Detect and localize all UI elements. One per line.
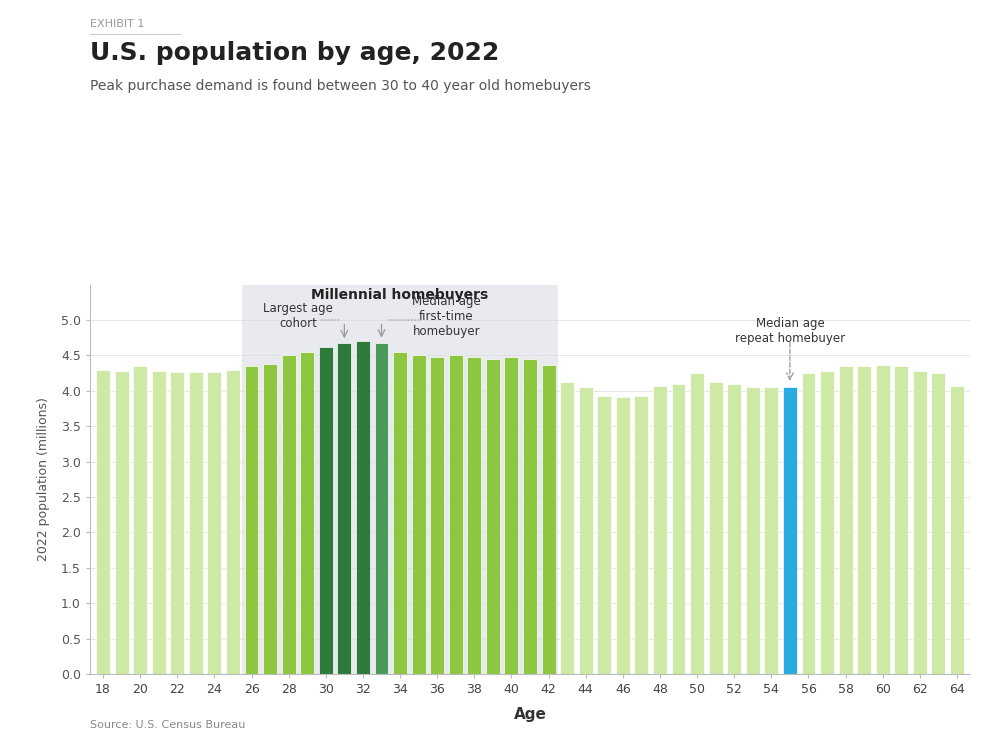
Text: Source: U.S. Census Bureau: Source: U.S. Census Bureau [90, 721, 245, 730]
Bar [523, 359, 537, 674]
Bar [449, 356, 463, 674]
Bar [542, 365, 556, 674]
Text: Largest age
cohort: Largest age cohort [263, 303, 333, 330]
Bar [950, 386, 964, 674]
Bar [242, 285, 558, 674]
Bar [319, 347, 333, 674]
Bar [746, 387, 760, 674]
Bar [783, 387, 797, 674]
Bar [839, 366, 853, 674]
Bar [300, 352, 314, 674]
Bar [115, 371, 129, 674]
Bar [467, 357, 481, 674]
Bar [96, 369, 110, 674]
Bar [802, 373, 815, 674]
Bar [597, 395, 611, 674]
Bar [245, 366, 258, 674]
Bar [282, 356, 296, 674]
Text: Peak purchase demand is found between 30 to 40 year old homebuyers: Peak purchase demand is found between 30… [90, 79, 591, 93]
Bar [690, 373, 704, 674]
Bar [133, 366, 147, 674]
Text: EXHIBIT 1: EXHIBIT 1 [90, 19, 144, 28]
Bar [672, 383, 685, 674]
Bar [820, 371, 834, 674]
Text: Median age
repeat homebuyer: Median age repeat homebuyer [735, 317, 845, 345]
Bar [876, 365, 890, 674]
Bar [412, 356, 426, 674]
Bar [913, 371, 927, 674]
Bar [616, 396, 630, 674]
Bar [857, 366, 871, 674]
Bar [486, 359, 500, 674]
Bar [226, 369, 240, 674]
Bar [931, 373, 945, 674]
Bar [709, 382, 723, 674]
Bar [504, 357, 518, 674]
Bar [894, 366, 908, 674]
Bar [356, 342, 370, 674]
Bar [375, 343, 388, 674]
Bar [170, 372, 184, 674]
Text: Millennial homebuyers: Millennial homebuyers [311, 288, 489, 303]
Bar [727, 383, 741, 674]
X-axis label: Age: Age [514, 707, 546, 722]
Bar [152, 371, 166, 674]
Bar [189, 372, 203, 674]
Bar [560, 382, 574, 674]
Y-axis label: 2022 population (millions): 2022 population (millions) [37, 398, 50, 561]
Text: U.S. population by age, 2022: U.S. population by age, 2022 [90, 41, 499, 65]
Bar [430, 357, 444, 674]
Bar [337, 343, 351, 674]
Bar [207, 372, 221, 674]
Bar [393, 352, 407, 674]
Bar [263, 364, 277, 674]
Bar [764, 387, 778, 674]
Bar [579, 387, 593, 674]
Text: Median age
first-time
homebuyer: Median age first-time homebuyer [412, 295, 481, 338]
Bar [634, 395, 648, 674]
Bar [653, 386, 667, 674]
